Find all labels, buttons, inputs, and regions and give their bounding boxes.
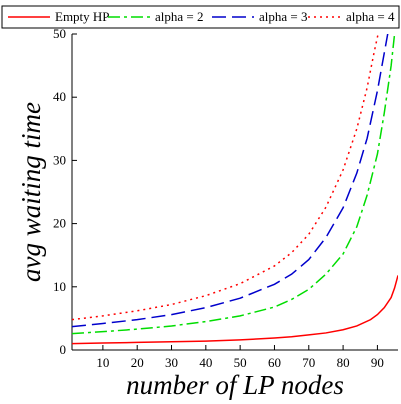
y-ticks: 0 10 20 30 40 50 [53,26,77,357]
x-tick-label: 30 [165,355,178,370]
x-tick-label: 40 [199,355,212,370]
series-line-alpha-3 [72,34,389,328]
legend-entry-alpha-3: alpha = 3 [212,9,307,24]
legend: Empty HP alpha = 2 alpha = 3 alpha = 4 [1,5,400,29]
series-layer [72,34,398,345]
y-tick-label: 0 [60,342,67,357]
axes: 10 20 30 40 50 60 70 80 90 0 10 20 30 40 50 [53,26,398,370]
x-tick-label: 10 [96,355,109,370]
x-tick-label: 20 [131,355,144,370]
legend-box [1,5,400,29]
x-tick-label: 60 [268,355,281,370]
legend-label-empty-hp: Empty HP [55,9,110,24]
y-axis-title: avg waiting time [16,102,46,282]
y-tick-label: 10 [53,279,66,294]
legend-entry-alpha-4: alpha = 4 [308,9,395,24]
legend-entry-alpha-2: alpha = 2 [108,9,203,24]
legend-label-alpha-4: alpha = 4 [346,9,395,24]
y-tick-label: 30 [53,152,66,167]
x-tick-label: 50 [234,355,247,370]
series-line-alpha-4 [72,34,379,321]
x-tick-label: 80 [337,355,350,370]
x-ticks: 10 20 30 40 50 60 70 80 90 [96,345,384,370]
series-line-empty-hp [72,275,398,345]
y-tick-label: 20 [53,216,66,231]
x-axis-title: number of LP nodes [126,370,344,400]
series-line-alpha-2 [72,34,396,335]
y-tick-label: 50 [53,26,66,41]
legend-entry-empty-hp: Empty HP [8,9,110,24]
x-tick-label: 90 [371,355,384,370]
legend-label-alpha-2: alpha = 2 [155,9,203,24]
x-tick-label: 70 [302,355,315,370]
legend-label-alpha-3: alpha = 3 [259,9,307,24]
y-tick-label: 40 [53,89,66,104]
